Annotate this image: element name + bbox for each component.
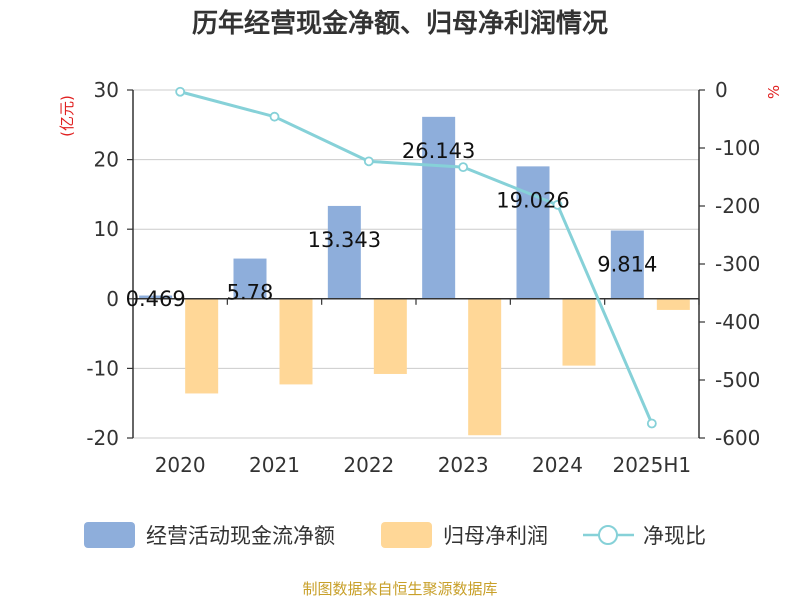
x-tick-label: 2020 <box>155 453 206 477</box>
source-note: 制图数据来自恒生聚源数据库 <box>302 580 497 598</box>
legend-swatch-ratio-point <box>598 525 618 545</box>
legend: 经营活动现金流净额 归母净利润 净现比 <box>84 522 706 548</box>
cash-flow-data-label: 0.469 <box>126 287 186 311</box>
x-tick-label: 2024 <box>532 453 583 477</box>
right-tick-label: 0 <box>715 78 728 102</box>
right-tick-label: -400 <box>715 310 760 334</box>
left-tick-label: 20 <box>94 148 119 172</box>
left-axis-unit: (亿元) <box>58 95 76 137</box>
ratio-point <box>363 156 374 167</box>
right-tick-label: -500 <box>715 368 760 392</box>
cash-flow-data-label: 9.814 <box>597 252 657 276</box>
gridlines <box>133 89 699 439</box>
x-tick-label: 2021 <box>249 453 300 477</box>
right-tick-label: -100 <box>715 136 760 160</box>
cash-flow-bar <box>233 258 267 299</box>
left-tick-label: 10 <box>94 217 119 241</box>
legend-swatch-cash-flow <box>84 522 135 548</box>
ratio-point <box>646 418 657 429</box>
ratio-point <box>458 162 469 173</box>
right-tick-label: -300 <box>715 252 760 276</box>
left-tick-label: -20 <box>86 426 119 450</box>
axes <box>127 89 705 439</box>
legend-label-ratio: 净现比 <box>643 524 706 548</box>
right-axis-unit: % <box>765 85 783 99</box>
tick-labels: 3020100-10-200-100-200-300-400-500-60020… <box>86 78 760 477</box>
cash-flow-bar <box>327 205 361 299</box>
left-tick-label: -10 <box>86 356 119 380</box>
x-tick-label: 2025H1 <box>612 453 691 477</box>
left-tick-label: 30 <box>94 78 119 102</box>
ratio-point <box>269 111 280 122</box>
ratio-line <box>179 90 654 425</box>
net-profit-bar <box>468 298 502 436</box>
cash-flow-bar <box>516 166 550 299</box>
cash-flow-data-label: 13.343 <box>308 228 381 252</box>
cash-flow-data-label: 5.78 <box>227 281 274 305</box>
net-profit-bar <box>373 298 407 374</box>
data-labels: 0.469 5.78 13.343 26.143 19.026 9.814 <box>126 139 658 311</box>
right-tick-label: -200 <box>715 194 760 218</box>
left-tick-label: 0 <box>106 287 119 311</box>
cash-flow-bar <box>422 116 456 299</box>
cash-flow-bar <box>139 295 173 299</box>
ratio-point <box>175 86 186 97</box>
net-profit-bar <box>656 298 690 310</box>
chart-title: 历年经营现金净额、归母净利润情况 <box>192 8 608 39</box>
cash-flow-data-label: 26.143 <box>402 139 475 163</box>
legend-swatch-net-profit <box>381 522 432 548</box>
cash-flow-bar <box>610 230 644 299</box>
net-profit-bar <box>279 298 313 385</box>
ratio-point <box>552 199 563 210</box>
net-profit-bar <box>185 298 219 394</box>
ratio-line-series <box>175 86 657 429</box>
right-tick-label: -600 <box>715 426 760 450</box>
legend-label-cash-flow: 经营活动现金流净额 <box>146 524 335 548</box>
legend-label-net-profit: 归母净利润 <box>443 524 548 548</box>
net-profit-bar <box>562 298 596 366</box>
bar-series <box>139 116 690 436</box>
x-tick-label: 2023 <box>438 453 489 477</box>
x-tick-label: 2022 <box>343 453 394 477</box>
cash-flow-data-label: 19.026 <box>496 188 569 212</box>
